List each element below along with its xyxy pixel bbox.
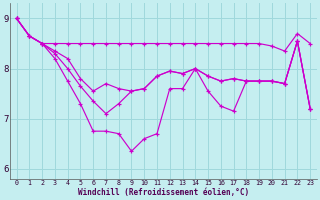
X-axis label: Windchill (Refroidissement éolien,°C): Windchill (Refroidissement éolien,°C) <box>78 188 249 197</box>
